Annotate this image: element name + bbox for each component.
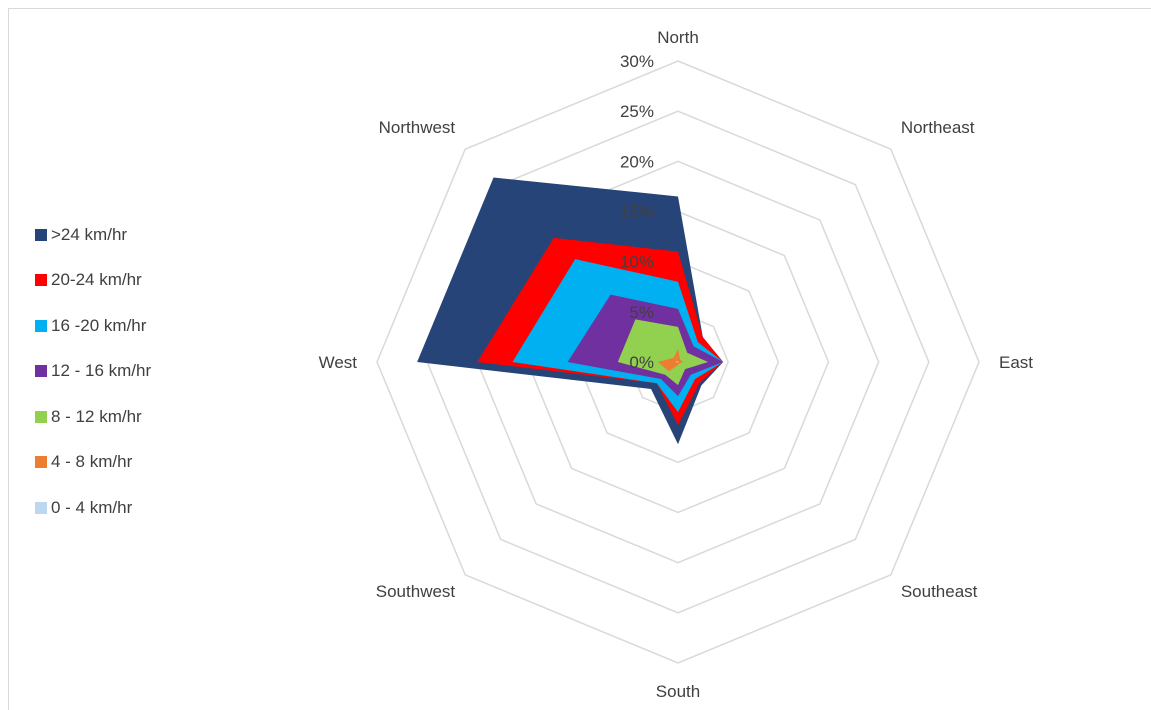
legend-swatch [35,410,47,423]
legend-label: 12 - 16 km/hr [51,361,152,381]
legend-swatch [35,456,47,469]
series-area-5 [657,348,684,372]
tick-label: 30% [620,52,654,71]
direction-label-northeast: Northeast [901,118,975,137]
series-group [417,177,724,445]
tick-label: 20% [620,152,654,171]
legend-label: 0 - 4 km/hr [51,497,133,517]
legend-label: 4 - 8 km/hr [51,452,133,472]
direction-label-northwest: Northwest [379,118,456,137]
series-area-6 [674,360,679,363]
legend: >24 km/hr 20-24 km/hr 16 -20 km/hr 12 - 16 … [35,212,235,531]
tick-label: 15% [620,203,654,222]
tick-label: 25% [620,102,654,121]
tick-label: 5% [629,303,654,322]
tick-label: 10% [620,253,654,272]
legend-label: >24 km/hr [51,224,128,244]
legend-swatch [35,228,47,241]
direction-labels: North Northeast East Southeast South Southwes… [319,28,1034,701]
legend-label: 20-24 km/hr [51,270,142,290]
grid-ring [376,60,980,664]
legend-label: 16 -20 km/hr [51,315,147,335]
legend-item: >24 km/hr [35,212,235,258]
direction-label-southeast: Southeast [901,582,978,601]
legend-swatch [35,274,47,287]
legend-item: 20-24 km/hr [35,258,235,304]
legend-item: 16 -20 km/hr [35,303,235,349]
direction-label-east: East [999,353,1033,372]
legend-item: 12 - 16 km/hr [35,349,235,395]
direction-label-north: North [657,28,699,47]
legend-swatch [35,319,47,332]
legend-item: 4 - 8 km/hr [35,440,235,486]
legend-item: 0 - 4 km/hr [35,485,235,531]
tick-labels: 0% 5% 10% 15% 20% 25% 30% [620,52,654,372]
legend-item: 8 - 12 km/hr [35,394,235,440]
legend-swatch [35,501,47,514]
direction-label-southwest: Southwest [376,582,456,601]
tick-label: 0% [629,353,654,372]
legend-label: 8 - 12 km/hr [51,406,142,426]
series-area-4 [617,319,709,386]
direction-label-south: South [656,682,700,701]
legend-swatch [35,365,47,378]
direction-label-west: West [319,353,358,372]
